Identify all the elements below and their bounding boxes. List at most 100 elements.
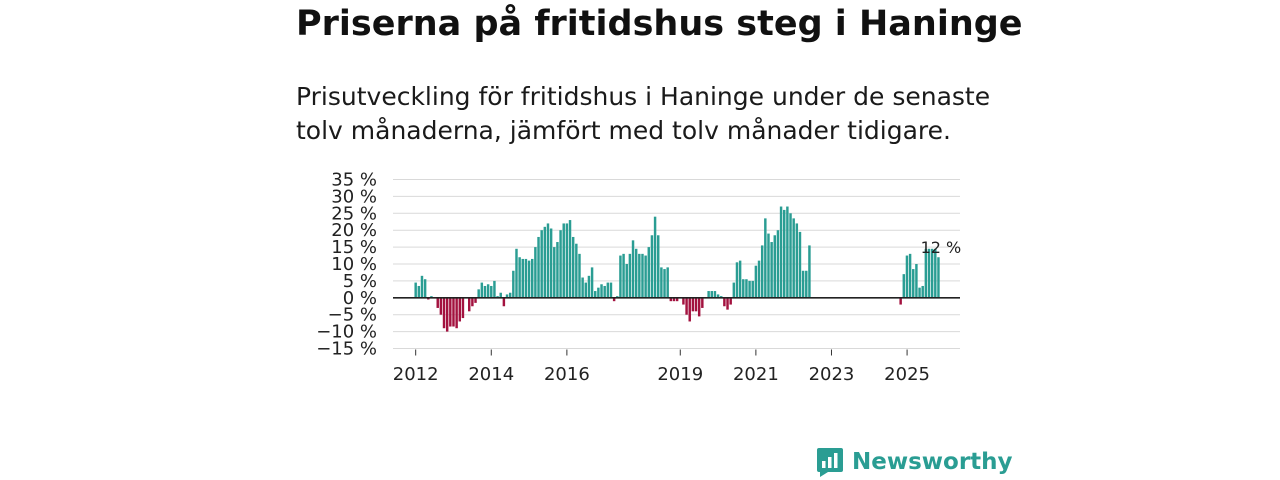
bar (732, 282, 736, 298)
bar (660, 267, 663, 298)
bar (584, 282, 588, 298)
bar (647, 247, 651, 298)
newsworthy-brand: Newsworthy (816, 446, 1013, 478)
bar (546, 223, 550, 298)
bar (628, 253, 632, 298)
bar (745, 279, 748, 298)
bar (414, 282, 417, 298)
bar (770, 242, 773, 298)
bar (597, 287, 600, 298)
bar (568, 220, 572, 298)
bar (521, 258, 525, 298)
bar (641, 253, 644, 298)
bar (776, 230, 780, 298)
bar (455, 297, 458, 329)
bar (675, 297, 679, 302)
bar (436, 297, 439, 308)
bar (565, 223, 569, 298)
bar (430, 296, 433, 298)
bar (757, 260, 761, 298)
x-tick-label: 2023 (809, 364, 855, 385)
y-axis-labels: −15 %−10 %−5 %0 %5 %10 %15 %20 %25 %30 %… (316, 170, 377, 360)
last-value-annotation: 12 % (921, 238, 962, 257)
bar (726, 297, 729, 310)
bar (452, 297, 455, 327)
bar (927, 248, 931, 298)
chart-subtitle: Prisutveckling för fritidshus i Haninge … (296, 82, 991, 145)
bar (600, 284, 603, 298)
bar (808, 245, 811, 298)
bar (783, 209, 786, 298)
bar (625, 264, 628, 298)
bar (697, 297, 701, 317)
bar (723, 297, 726, 307)
bar (682, 297, 685, 305)
bars (414, 206, 940, 332)
bar (716, 294, 720, 298)
bar (899, 297, 902, 305)
bar (691, 297, 695, 312)
y-tick-label: 35 % (331, 170, 377, 191)
bar (773, 235, 777, 298)
bar (445, 297, 449, 332)
y-tick-label: −10 % (316, 322, 377, 343)
bar (779, 206, 783, 298)
bar (590, 267, 594, 298)
bar (663, 269, 666, 298)
bar (786, 206, 789, 298)
bar (669, 297, 673, 302)
bar (571, 236, 575, 298)
bar (764, 218, 767, 298)
bar (685, 297, 688, 315)
bar (710, 291, 714, 298)
bar (442, 297, 446, 329)
x-tick-label: 2016 (544, 364, 590, 385)
bar (553, 247, 556, 298)
bar (908, 253, 912, 298)
bar (549, 228, 553, 298)
bar (468, 297, 471, 312)
bar (461, 297, 465, 319)
bar (543, 226, 547, 298)
x-tick-label: 2014 (468, 364, 514, 385)
bar (631, 240, 635, 298)
y-tick-label: −15 % (316, 339, 377, 360)
y-tick-label: 0 % (343, 288, 377, 309)
bar (606, 282, 610, 298)
bar (672, 297, 676, 302)
bar (527, 260, 531, 298)
bar (713, 291, 717, 298)
bar (531, 258, 534, 298)
bar (805, 270, 808, 298)
bar (512, 270, 515, 298)
bar (792, 218, 795, 298)
bar (490, 285, 493, 298)
bar (937, 257, 940, 298)
bar (578, 253, 581, 298)
bar (735, 262, 739, 298)
brand-name: Newsworthy (852, 449, 1013, 475)
y-tick-label: 30 % (331, 186, 377, 207)
bar (622, 253, 625, 298)
bar (748, 280, 751, 298)
bar (742, 279, 745, 298)
bar (754, 265, 758, 298)
y-tick-label: −5 % (328, 305, 377, 326)
bar (562, 223, 565, 298)
bar (603, 285, 606, 298)
y-tick-label: 10 % (331, 254, 377, 275)
bar (934, 248, 937, 298)
x-tick-label: 2019 (657, 364, 703, 385)
bar (480, 282, 484, 298)
bar (657, 235, 660, 298)
chart-title: Priserna på fritidshus steg i Haninge (296, 4, 1023, 44)
bar (575, 243, 578, 298)
bar (499, 292, 502, 298)
bar (915, 264, 918, 298)
bar (701, 297, 704, 308)
bar (767, 233, 770, 298)
bar (738, 260, 742, 298)
bar (609, 282, 613, 298)
bar (653, 216, 657, 298)
x-axis-labels: 2012 2014 2016 2019 2021 2023 2025 (393, 349, 930, 385)
